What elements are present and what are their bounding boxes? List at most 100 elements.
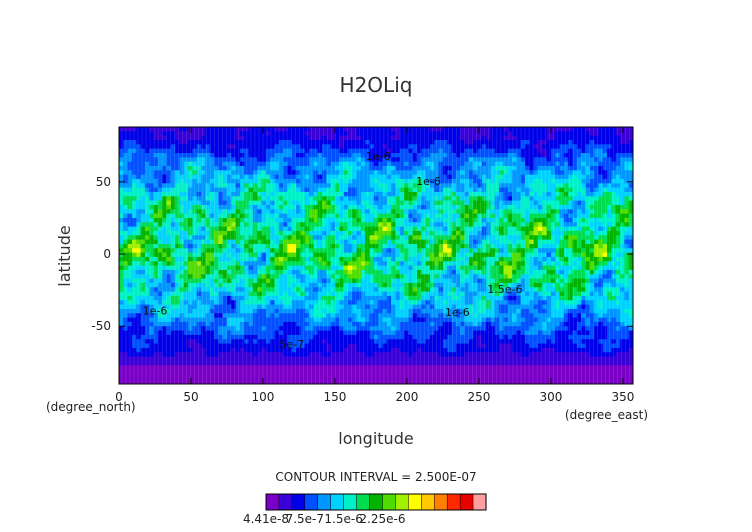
field-cell (576, 230, 582, 236)
field-cell (503, 300, 509, 305)
field-cell (162, 170, 167, 176)
field-cell (542, 183, 548, 189)
field-cell (429, 222, 435, 228)
field-cell (356, 135, 362, 141)
field-cell (300, 243, 306, 249)
field-cell (455, 213, 461, 219)
field-cell (399, 274, 405, 279)
field-cell (417, 230, 422, 236)
field-cell (313, 144, 319, 150)
field-cell (261, 291, 267, 297)
field-cell (490, 217, 496, 223)
field-cell (136, 191, 141, 197)
field-cell (620, 148, 625, 154)
field-cell (550, 174, 556, 180)
field-cell (460, 183, 465, 189)
field-cell (607, 222, 612, 228)
field-cell (572, 265, 578, 271)
field-cell (170, 256, 176, 262)
field-cell (214, 183, 219, 189)
field-cell (512, 243, 517, 249)
field-cell (209, 209, 215, 215)
field-cell (196, 157, 202, 163)
field-cell (533, 204, 539, 210)
field-cell (140, 209, 146, 215)
field-cell (300, 287, 306, 292)
field-cell (244, 157, 249, 163)
field-cell (499, 161, 504, 167)
field-cell (481, 148, 487, 154)
field-cell (455, 217, 461, 223)
field-cell (322, 204, 327, 210)
field-cell (386, 152, 392, 158)
field-cell (188, 295, 193, 301)
field-cell (149, 131, 154, 137)
field-cell (373, 196, 379, 202)
field-cell (252, 213, 258, 219)
field-cell (201, 170, 206, 176)
field-cell (391, 209, 396, 215)
field-cell (326, 183, 332, 189)
field-cell (602, 135, 608, 141)
field-cell (451, 295, 457, 301)
field-cell (119, 248, 124, 254)
field-cell (231, 170, 237, 176)
field-cell (546, 148, 552, 154)
field-cell (525, 261, 530, 267)
field-cell (309, 261, 314, 267)
field-cell (615, 252, 621, 258)
field-cell (576, 204, 582, 210)
field-cell (127, 222, 133, 228)
field-cell (568, 252, 573, 258)
field-cell (162, 265, 167, 271)
field-cell (153, 274, 159, 279)
field-cell (460, 278, 465, 284)
field-cell (304, 287, 310, 292)
field-cell (352, 304, 357, 310)
field-cell (503, 139, 509, 145)
field-cell (382, 261, 388, 267)
field-cell (438, 196, 444, 202)
field-cell (615, 157, 621, 163)
field-cell (525, 196, 530, 202)
field-cell (170, 226, 176, 232)
field-cell (615, 217, 621, 223)
field-cell (326, 196, 332, 202)
field-cell (317, 235, 323, 241)
field-cell (209, 235, 215, 241)
field-cell (283, 230, 288, 236)
field-cell (542, 291, 548, 297)
field-cell (585, 243, 591, 249)
field-cell (507, 235, 513, 241)
field-cell (239, 183, 245, 189)
field-cell (365, 295, 370, 301)
field-cell (188, 183, 193, 189)
field-cell (438, 217, 444, 223)
field-cell (404, 278, 409, 284)
field-cell (559, 209, 565, 215)
field-cell (615, 187, 621, 193)
field-cell (563, 256, 569, 262)
field-cell (166, 191, 172, 197)
field-cell (283, 152, 288, 158)
field-cell (196, 152, 202, 158)
field-cell (244, 217, 249, 223)
field-cell (157, 170, 163, 176)
field-cell (460, 174, 465, 180)
field-cell (628, 235, 633, 241)
field-cell (624, 252, 630, 258)
field-cell (451, 170, 457, 176)
field-cell (334, 282, 340, 288)
field-cell (339, 222, 345, 228)
field-cell (330, 239, 336, 245)
field-cell (175, 209, 180, 215)
field-cell (248, 213, 254, 219)
field-cell (317, 291, 323, 297)
field-cell (205, 191, 211, 197)
field-cell (300, 261, 306, 267)
field-cell (140, 187, 146, 193)
field-cell (192, 139, 198, 145)
field-cell (620, 135, 625, 141)
field-cell (404, 213, 409, 219)
field-cell (516, 300, 522, 305)
